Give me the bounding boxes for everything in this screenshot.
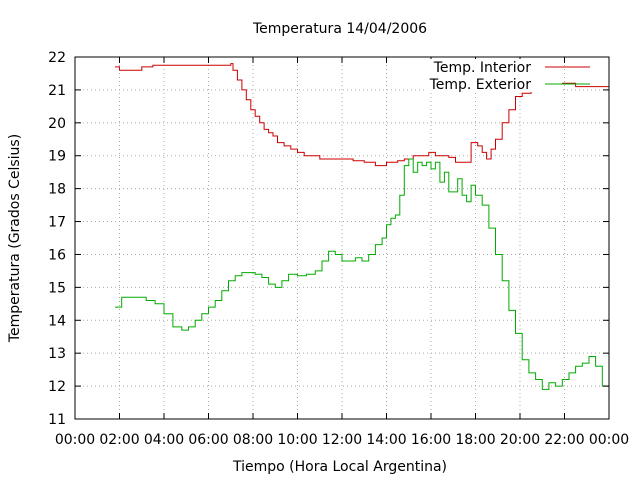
- legend-backdrop: [426, 59, 562, 75]
- y-tick-label: 17: [48, 215, 66, 231]
- y-axis-label: Temperatura (Grados Celsius): [7, 134, 23, 343]
- x-tick-label: 20:00: [500, 432, 540, 448]
- y-tick-label: 13: [48, 346, 66, 362]
- y-tick-label: 15: [48, 280, 66, 296]
- y-tick-label: 16: [48, 247, 66, 263]
- y-tick-label: 21: [48, 83, 66, 99]
- x-tick-label: 04:00: [144, 432, 184, 448]
- series-line-interior: [115, 63, 610, 167]
- legend-label: Temp. Exterior: [429, 77, 532, 93]
- y-tick-label: 19: [48, 149, 66, 165]
- x-tick-label: 00:00: [589, 432, 629, 448]
- y-tick-label: 22: [48, 50, 66, 66]
- chart-title: Temperatura 14/04/2006: [252, 21, 427, 37]
- y-tick-label: 12: [48, 379, 66, 395]
- data-series: [115, 63, 610, 413]
- legend-backdrop: [426, 76, 562, 92]
- x-tick-label: 12:00: [322, 432, 362, 448]
- series-line-exterior: [115, 158, 610, 413]
- x-tick-label: 16:00: [411, 432, 451, 448]
- x-tick-label: 10:00: [277, 432, 317, 448]
- x-axis-label: Tiempo (Hora Local Argentina): [232, 459, 447, 475]
- x-tick-label: 14:00: [366, 432, 406, 448]
- x-tick-label: 02:00: [99, 432, 139, 448]
- x-tick-label: 00:00: [55, 432, 95, 448]
- x-tick-label: 18:00: [455, 432, 495, 448]
- x-tick-label: 08:00: [233, 432, 273, 448]
- y-tick-label: 14: [48, 313, 66, 329]
- x-tick-label: 06:00: [188, 432, 228, 448]
- y-tick-label: 11: [48, 412, 66, 428]
- legend-label: Temp. Interior: [433, 60, 532, 76]
- x-tick-label: 22:00: [544, 432, 584, 448]
- y-tick-label: 18: [48, 182, 66, 198]
- y-tick-label: 20: [48, 116, 66, 132]
